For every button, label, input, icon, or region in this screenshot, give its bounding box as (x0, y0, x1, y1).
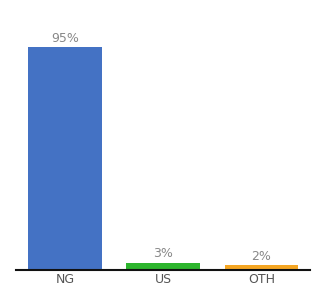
Text: 95%: 95% (51, 32, 79, 45)
Text: 3%: 3% (153, 247, 173, 260)
Text: 2%: 2% (252, 250, 271, 262)
Bar (126, 263, 200, 270)
Bar (225, 265, 298, 270)
Bar (28, 47, 102, 270)
